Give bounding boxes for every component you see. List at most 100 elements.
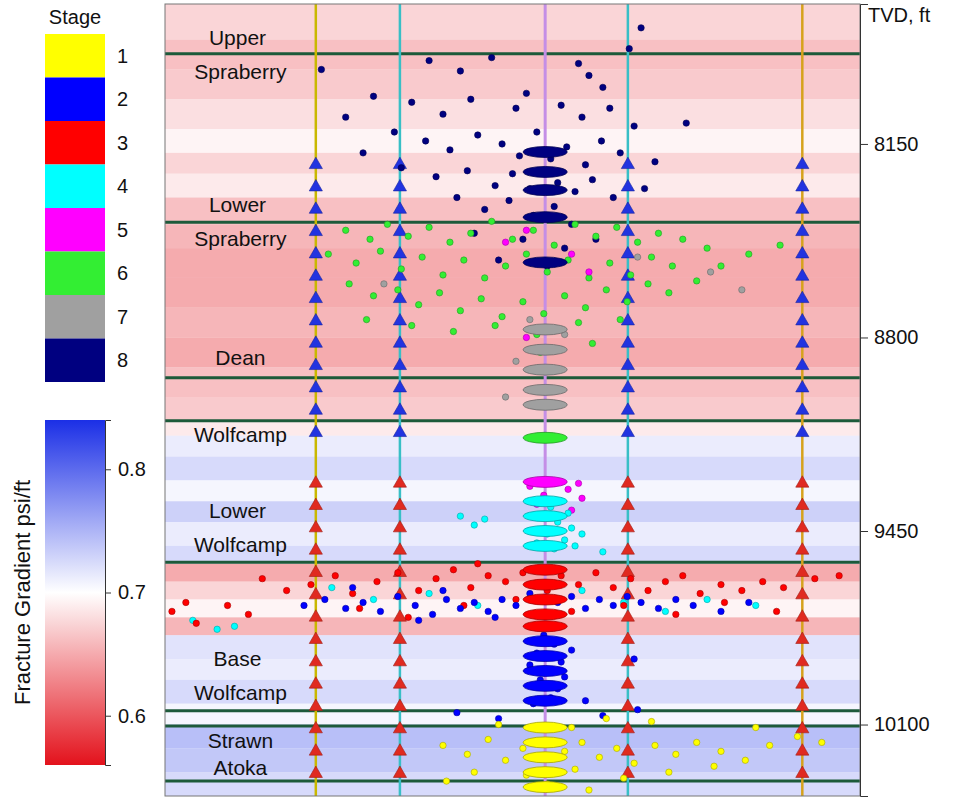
perforation xyxy=(523,540,567,551)
tick-mark xyxy=(105,716,111,717)
receiver xyxy=(796,565,809,576)
event-point xyxy=(475,561,481,567)
event-point xyxy=(516,153,522,159)
event-point xyxy=(634,239,640,245)
tick-mark xyxy=(105,593,111,594)
receiver xyxy=(796,269,809,280)
receiver xyxy=(621,157,634,168)
tick-mark xyxy=(860,144,868,145)
legend-label: 2 xyxy=(117,88,128,110)
perforation xyxy=(523,722,567,733)
receiver xyxy=(796,498,809,509)
gradient-band xyxy=(165,772,860,796)
y-tick: 9450 xyxy=(860,520,919,542)
event-point xyxy=(541,310,547,316)
event-point xyxy=(638,599,644,605)
event-point xyxy=(575,60,581,66)
event-point xyxy=(523,334,529,340)
legend-swatch xyxy=(45,252,105,296)
perforation xyxy=(523,680,567,691)
event-point xyxy=(447,147,453,153)
plot-frame xyxy=(165,4,860,796)
event-point xyxy=(506,197,512,203)
event-point xyxy=(343,114,349,120)
receiver xyxy=(796,291,809,302)
tick-label: 0.6 xyxy=(118,705,146,727)
perforation xyxy=(523,767,567,778)
event-point xyxy=(586,275,592,281)
receiver xyxy=(796,202,809,213)
receiver xyxy=(796,157,809,168)
event-point xyxy=(662,578,668,584)
event-point xyxy=(433,173,439,179)
event-point xyxy=(610,194,616,200)
event-point xyxy=(627,272,633,278)
event-point xyxy=(395,593,401,599)
event-point xyxy=(482,206,488,212)
event-point xyxy=(502,757,508,763)
event-point xyxy=(718,748,724,754)
event-point xyxy=(575,480,581,486)
gradient-band xyxy=(165,599,860,617)
receiver xyxy=(393,247,406,258)
event-point xyxy=(627,575,633,581)
event-point xyxy=(443,778,449,784)
event-point xyxy=(607,260,613,266)
event-point xyxy=(349,590,355,596)
gradient-band xyxy=(165,582,860,600)
formation-label: Wolfcamp xyxy=(194,423,287,446)
event-point xyxy=(346,281,352,287)
receiver xyxy=(796,610,809,621)
receiver xyxy=(309,403,322,414)
event-point xyxy=(582,698,588,704)
perforation xyxy=(523,651,567,662)
event-point xyxy=(721,599,727,605)
event-point xyxy=(488,218,494,224)
formation-top xyxy=(165,709,860,712)
tick-label: 10100 xyxy=(874,713,930,735)
gradient-band xyxy=(165,704,860,725)
receiver xyxy=(621,744,634,755)
gradient-band xyxy=(165,129,860,153)
event-point xyxy=(513,602,519,608)
event-point xyxy=(482,516,488,522)
event-point xyxy=(626,45,632,51)
legend-swatch xyxy=(45,34,105,78)
event-point xyxy=(579,587,585,593)
event-point xyxy=(579,495,585,501)
event-point xyxy=(739,587,745,593)
colorbar-tick: 0.7 xyxy=(105,581,146,603)
event-point xyxy=(447,239,453,245)
event-point xyxy=(579,739,585,745)
perforation xyxy=(523,212,567,223)
formation-label-line: Upper xyxy=(209,26,272,49)
receiver xyxy=(796,721,809,732)
event-point xyxy=(669,263,675,269)
event-point xyxy=(572,188,578,194)
receiver xyxy=(309,291,322,302)
receiver xyxy=(393,587,406,598)
event-point xyxy=(245,611,251,617)
colorbar-title: Fracture Gradient psi/ft xyxy=(10,480,35,705)
receiver xyxy=(393,654,406,665)
perforation xyxy=(523,737,567,748)
tick-label: 0.7 xyxy=(118,581,146,603)
event-point xyxy=(415,302,421,308)
receiver xyxy=(393,224,406,235)
receiver xyxy=(393,632,406,643)
receiver xyxy=(309,380,322,391)
perforation xyxy=(523,579,567,590)
event-point xyxy=(589,176,595,182)
event-point xyxy=(440,272,446,278)
receiver xyxy=(309,677,322,688)
receiver xyxy=(309,202,322,213)
legend-label: 1 xyxy=(117,45,128,67)
tick-mark xyxy=(860,725,868,726)
event-point xyxy=(631,760,637,766)
event-point xyxy=(596,754,602,760)
event-point xyxy=(231,623,237,629)
event-point xyxy=(582,162,588,168)
gradient-band xyxy=(165,635,860,659)
event-point xyxy=(475,132,481,138)
event-point xyxy=(429,611,435,617)
